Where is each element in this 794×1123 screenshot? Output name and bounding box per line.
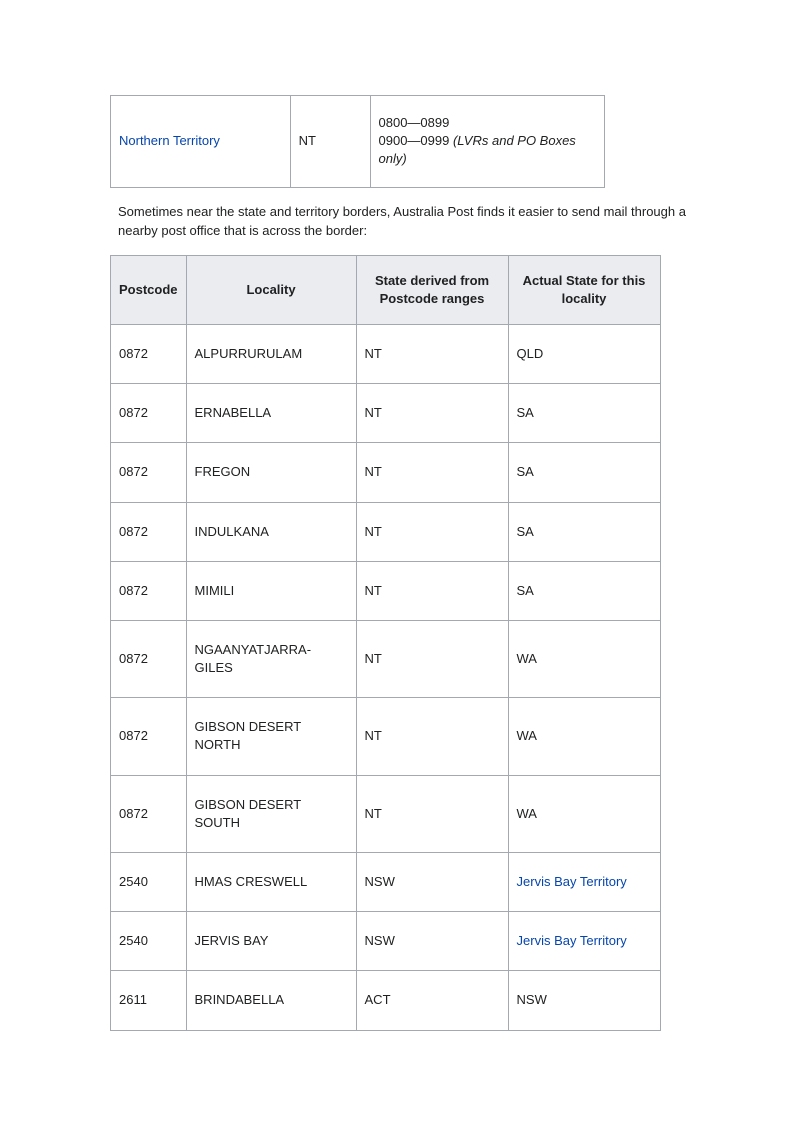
table-row: 2540HMAS CRESWELLNSW Jervis Bay Territory (111, 853, 661, 912)
table-row: 0872INDULKANANTSA (111, 502, 661, 561)
cell-postcode: 0872 (111, 561, 187, 620)
cell-derived-state: NSW (356, 912, 508, 971)
cell-actual-state: SA (508, 561, 660, 620)
territory-abbr-cell: NT (290, 96, 370, 188)
table-row: Northern Territory NT 0800—0899 0900—099… (111, 96, 605, 188)
header-derived: State derived from Postcode ranges (356, 255, 508, 324)
table-row: 0872GIBSON DESERT SOUTHNTWA (111, 775, 661, 852)
territory-range-cell: 0800—0899 0900—0999 (LVRs and PO Boxes o… (370, 96, 604, 188)
cell-postcode: 0872 (111, 698, 187, 775)
cell-postcode: 0872 (111, 775, 187, 852)
table-row: 0872NGAANYATJARRA-GILESNTWA (111, 620, 661, 697)
cell-actual-state: WA (508, 620, 660, 697)
cell-derived-state: NSW (356, 853, 508, 912)
postcode-locality-table: Postcode Locality State derived from Pos… (110, 255, 661, 1031)
cell-locality: INDULKANA (186, 502, 356, 561)
cell-postcode: 0872 (111, 502, 187, 561)
cell-actual-state: SA (508, 384, 660, 443)
actual-state-link[interactable]: Jervis Bay Territory (517, 933, 627, 948)
cell-actual-state: NSW (508, 971, 660, 1030)
range-line2-prefix: 0900—0999 (379, 133, 453, 148)
cell-locality: JERVIS BAY (186, 912, 356, 971)
cell-derived-state: NT (356, 698, 508, 775)
intro-paragraph: Sometimes near the state and territory b… (118, 202, 699, 241)
cell-derived-state: NT (356, 502, 508, 561)
cell-derived-state: ACT (356, 971, 508, 1030)
cell-locality: GIBSON DESERT NORTH (186, 698, 356, 775)
table-row: 0872FREGONNTSA (111, 443, 661, 502)
cell-actual-state: WA (508, 698, 660, 775)
cell-actual-state: SA (508, 443, 660, 502)
territory-cell: Northern Territory (111, 96, 291, 188)
cell-derived-state: NT (356, 384, 508, 443)
cell-derived-state: NT (356, 775, 508, 852)
cell-postcode: 2540 (111, 912, 187, 971)
range-line1: 0800—0899 (379, 115, 450, 130)
cell-postcode: 0872 (111, 324, 187, 383)
cell-actual-state: WA (508, 775, 660, 852)
cell-actual-state: Jervis Bay Territory (508, 853, 660, 912)
northern-territory-link[interactable]: Northern Territory (119, 133, 220, 148)
cell-postcode: 0872 (111, 443, 187, 502)
cell-actual-state: QLD (508, 324, 660, 383)
cell-locality: ERNABELLA (186, 384, 356, 443)
table-row: 0872MIMILINTSA (111, 561, 661, 620)
table-row: 0872ALPURRURULAMNTQLD (111, 324, 661, 383)
cell-derived-state: NT (356, 324, 508, 383)
cell-derived-state: NT (356, 443, 508, 502)
cell-locality: FREGON (186, 443, 356, 502)
cell-locality: NGAANYATJARRA-GILES (186, 620, 356, 697)
table-row: 0872ERNABELLANTSA (111, 384, 661, 443)
cell-locality: ALPURRURULAM (186, 324, 356, 383)
cell-actual-state: SA (508, 502, 660, 561)
cell-actual-state: Jervis Bay Territory (508, 912, 660, 971)
cell-derived-state: NT (356, 561, 508, 620)
header-actual: Actual State for this locality (508, 255, 660, 324)
cell-derived-state: NT (356, 620, 508, 697)
table-header-row: Postcode Locality State derived from Pos… (111, 255, 661, 324)
cell-locality: GIBSON DESERT SOUTH (186, 775, 356, 852)
cell-postcode: 0872 (111, 620, 187, 697)
territory-table: Northern Territory NT 0800—0899 0900—099… (110, 95, 605, 188)
actual-state-link[interactable]: Jervis Bay Territory (517, 874, 627, 889)
header-locality: Locality (186, 255, 356, 324)
cell-locality: MIMILI (186, 561, 356, 620)
table-row: 2540JERVIS BAYNSW Jervis Bay Territory (111, 912, 661, 971)
cell-locality: BRINDABELLA (186, 971, 356, 1030)
cell-postcode: 2611 (111, 971, 187, 1030)
table-row: 2611BRINDABELLAACTNSW (111, 971, 661, 1030)
cell-locality: HMAS CRESWELL (186, 853, 356, 912)
cell-postcode: 0872 (111, 384, 187, 443)
header-postcode: Postcode (111, 255, 187, 324)
table-row: 0872GIBSON DESERT NORTHNTWA (111, 698, 661, 775)
cell-postcode: 2540 (111, 853, 187, 912)
